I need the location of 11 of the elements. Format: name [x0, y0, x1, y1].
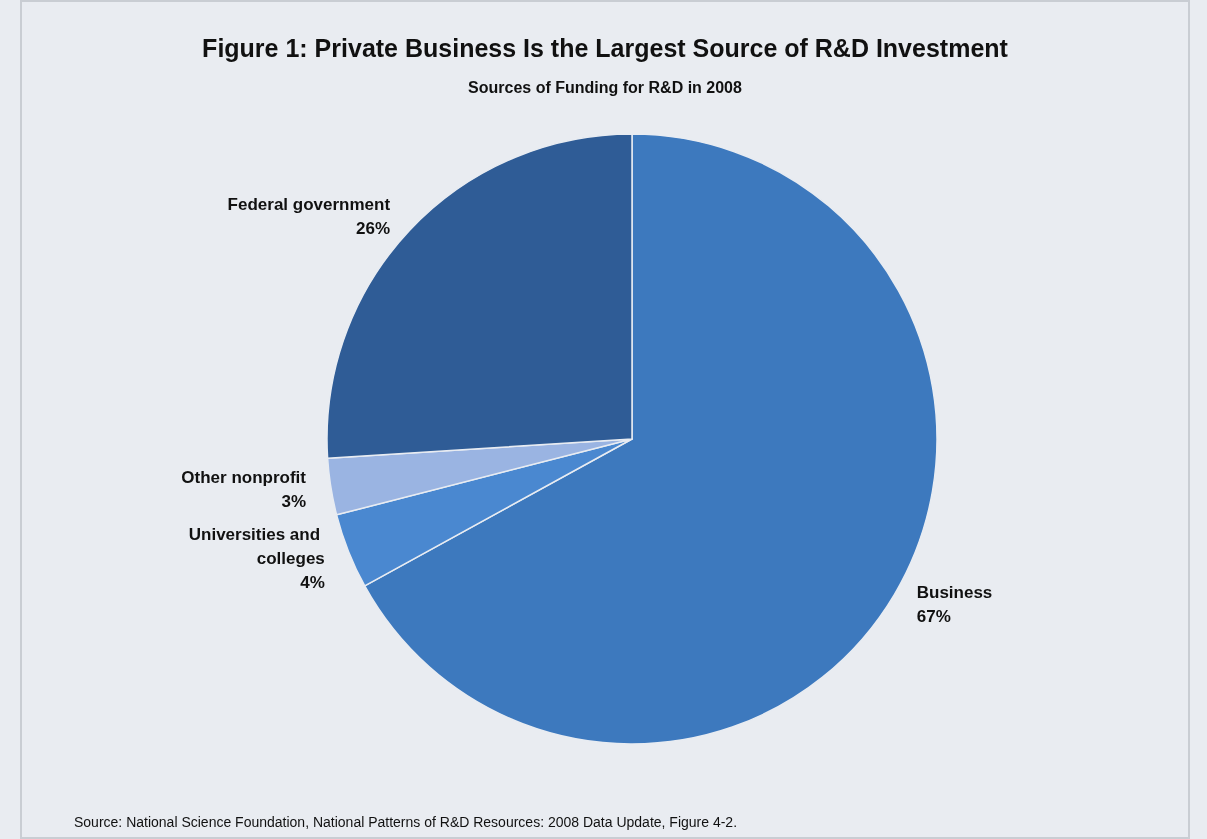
data-label: 26% [356, 219, 391, 239]
data-label: 3% [281, 492, 306, 512]
slice-label: Universities and colleges [188, 525, 325, 569]
slice-label: Other nonprofit [181, 468, 307, 488]
chart-title: Figure 1: Private Business Is the Largest Source of R&D Investment [202, 33, 1009, 62]
slice-label: Business [916, 582, 993, 602]
source-note: Source: National Science Foundation, National Patterns of R&D Resources: 2008 Data Update, Figure 4-2. [74, 814, 738, 830]
data-label: 4% [300, 573, 325, 593]
data-label: 67% [916, 606, 951, 626]
slice-label: Federal government [227, 195, 391, 215]
chart-subtitle: Sources of Funding for R&D in 2008 [468, 78, 742, 96]
